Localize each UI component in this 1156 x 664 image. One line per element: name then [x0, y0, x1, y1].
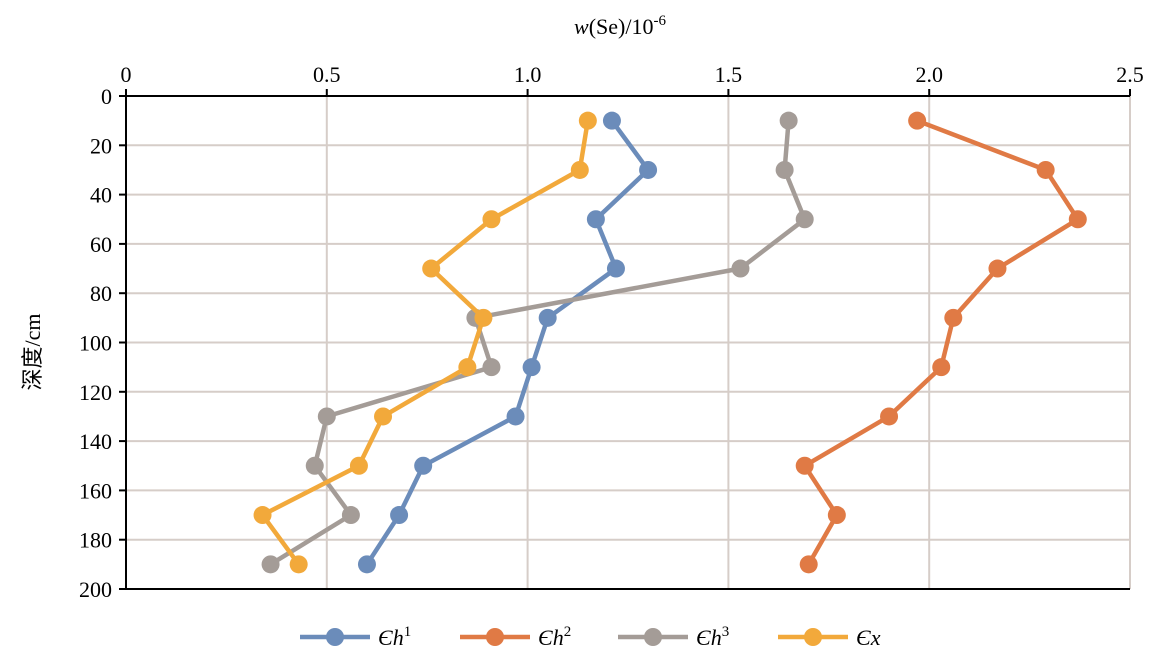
data-point: [414, 456, 433, 475]
y-tick-label: 40: [90, 183, 112, 208]
series-line: [365, 119, 651, 566]
data-point: [522, 358, 541, 377]
legend-label-base: Єx: [856, 625, 881, 650]
data-point: [317, 407, 336, 426]
data-point: [538, 308, 557, 327]
series-line: [260, 120, 591, 566]
data-point: [305, 456, 324, 475]
legend-label: Єh1: [378, 624, 411, 650]
legend-marker: [486, 628, 504, 646]
legend-label-sup: 2: [564, 624, 572, 640]
x-tick-label: 0: [121, 62, 132, 87]
data-point: [602, 111, 621, 130]
legend-label: Єh2: [538, 624, 571, 650]
x-axis-ticks: 0 0.5 1.0 1.5 2.0 2.5: [121, 62, 1144, 96]
data-point: [639, 160, 658, 179]
y-tick-label: 80: [90, 281, 112, 306]
data-point: [506, 407, 525, 426]
grid-lines: [126, 96, 1131, 589]
data-point: [253, 506, 272, 525]
series-4: [253, 111, 597, 574]
x-tick-label: 1.0: [514, 62, 542, 87]
y-tick-label: 0: [101, 84, 112, 109]
series-line: [269, 120, 807, 567]
legend-label-base: Єh: [378, 625, 404, 650]
series-line: [802, 118, 1081, 566]
legend-item: Єh1: [300, 624, 411, 650]
data-point: [458, 358, 477, 377]
y-axis-ticks: 0 20 40 60 80 100 120 140 160 180 200: [79, 84, 126, 602]
series-2: [795, 111, 1087, 574]
data-point: [944, 308, 963, 327]
y-tick-label: 20: [90, 133, 112, 158]
data-point: [482, 358, 501, 377]
data-point: [880, 407, 899, 426]
data-point: [908, 111, 927, 130]
x-tick-label: 0.5: [313, 62, 341, 87]
legend-item: Єh3: [618, 624, 729, 650]
data-point: [261, 555, 280, 574]
legend-label: Єh3: [696, 624, 729, 650]
data-point: [779, 111, 798, 130]
legend-label-base: Єh: [696, 625, 722, 650]
legend-label-sup: 1: [404, 624, 412, 640]
data-point: [482, 210, 501, 229]
x-tick-label: 1.5: [715, 62, 743, 87]
x-axis-title-rest: (Se)/10: [589, 14, 654, 39]
legend-label-sup: 3: [722, 624, 730, 640]
legend-marker: [644, 628, 662, 646]
data-point: [606, 259, 625, 278]
y-tick-label: 200: [79, 577, 112, 602]
legend-marker: [804, 628, 822, 646]
data-point: [795, 456, 814, 475]
data-point: [795, 210, 814, 229]
x-axis-title: w(Se)/10-6: [574, 13, 666, 39]
data-point: [390, 506, 409, 525]
data-point: [357, 555, 376, 574]
legend-marker: [326, 628, 344, 646]
y-tick-label: 60: [90, 232, 112, 257]
y-tick-label: 180: [79, 528, 112, 553]
x-tick-label: 2.0: [915, 62, 943, 87]
data-point: [827, 506, 846, 525]
legend: Єh1 Єh2 Єh3 Єx: [300, 624, 881, 650]
series-3: [261, 111, 814, 574]
y-tick-label: 160: [79, 478, 112, 503]
data-point: [775, 160, 794, 179]
data-point: [932, 358, 951, 377]
legend-item: Єx: [778, 625, 881, 650]
data-point: [374, 407, 393, 426]
series-1: [357, 111, 658, 574]
data-point: [570, 160, 589, 179]
x-tick-label: 2.5: [1116, 62, 1144, 87]
data-point: [341, 506, 360, 525]
data-point: [1036, 160, 1055, 179]
x-axis-title-italic: w: [574, 14, 589, 39]
legend-label: Єx: [856, 625, 881, 650]
data-point: [422, 259, 441, 278]
data-point: [474, 308, 493, 327]
y-tick-label: 120: [79, 380, 112, 405]
data-point: [1068, 210, 1087, 229]
legend-label-base: Єh: [538, 625, 564, 650]
data-point: [349, 456, 368, 475]
legend-item: Єh2: [460, 624, 571, 650]
y-tick-label: 100: [79, 331, 112, 356]
y-axis-title: 深度/cm: [20, 314, 45, 391]
data-point: [799, 555, 818, 574]
y-tick-label: 140: [79, 429, 112, 454]
data-point: [586, 210, 605, 229]
data-point: [289, 555, 308, 574]
data-point: [988, 259, 1007, 278]
data-point: [731, 259, 750, 278]
data-point: [578, 111, 597, 130]
series-layer: [253, 111, 1087, 574]
x-axis-title-sup: -6: [653, 13, 666, 29]
